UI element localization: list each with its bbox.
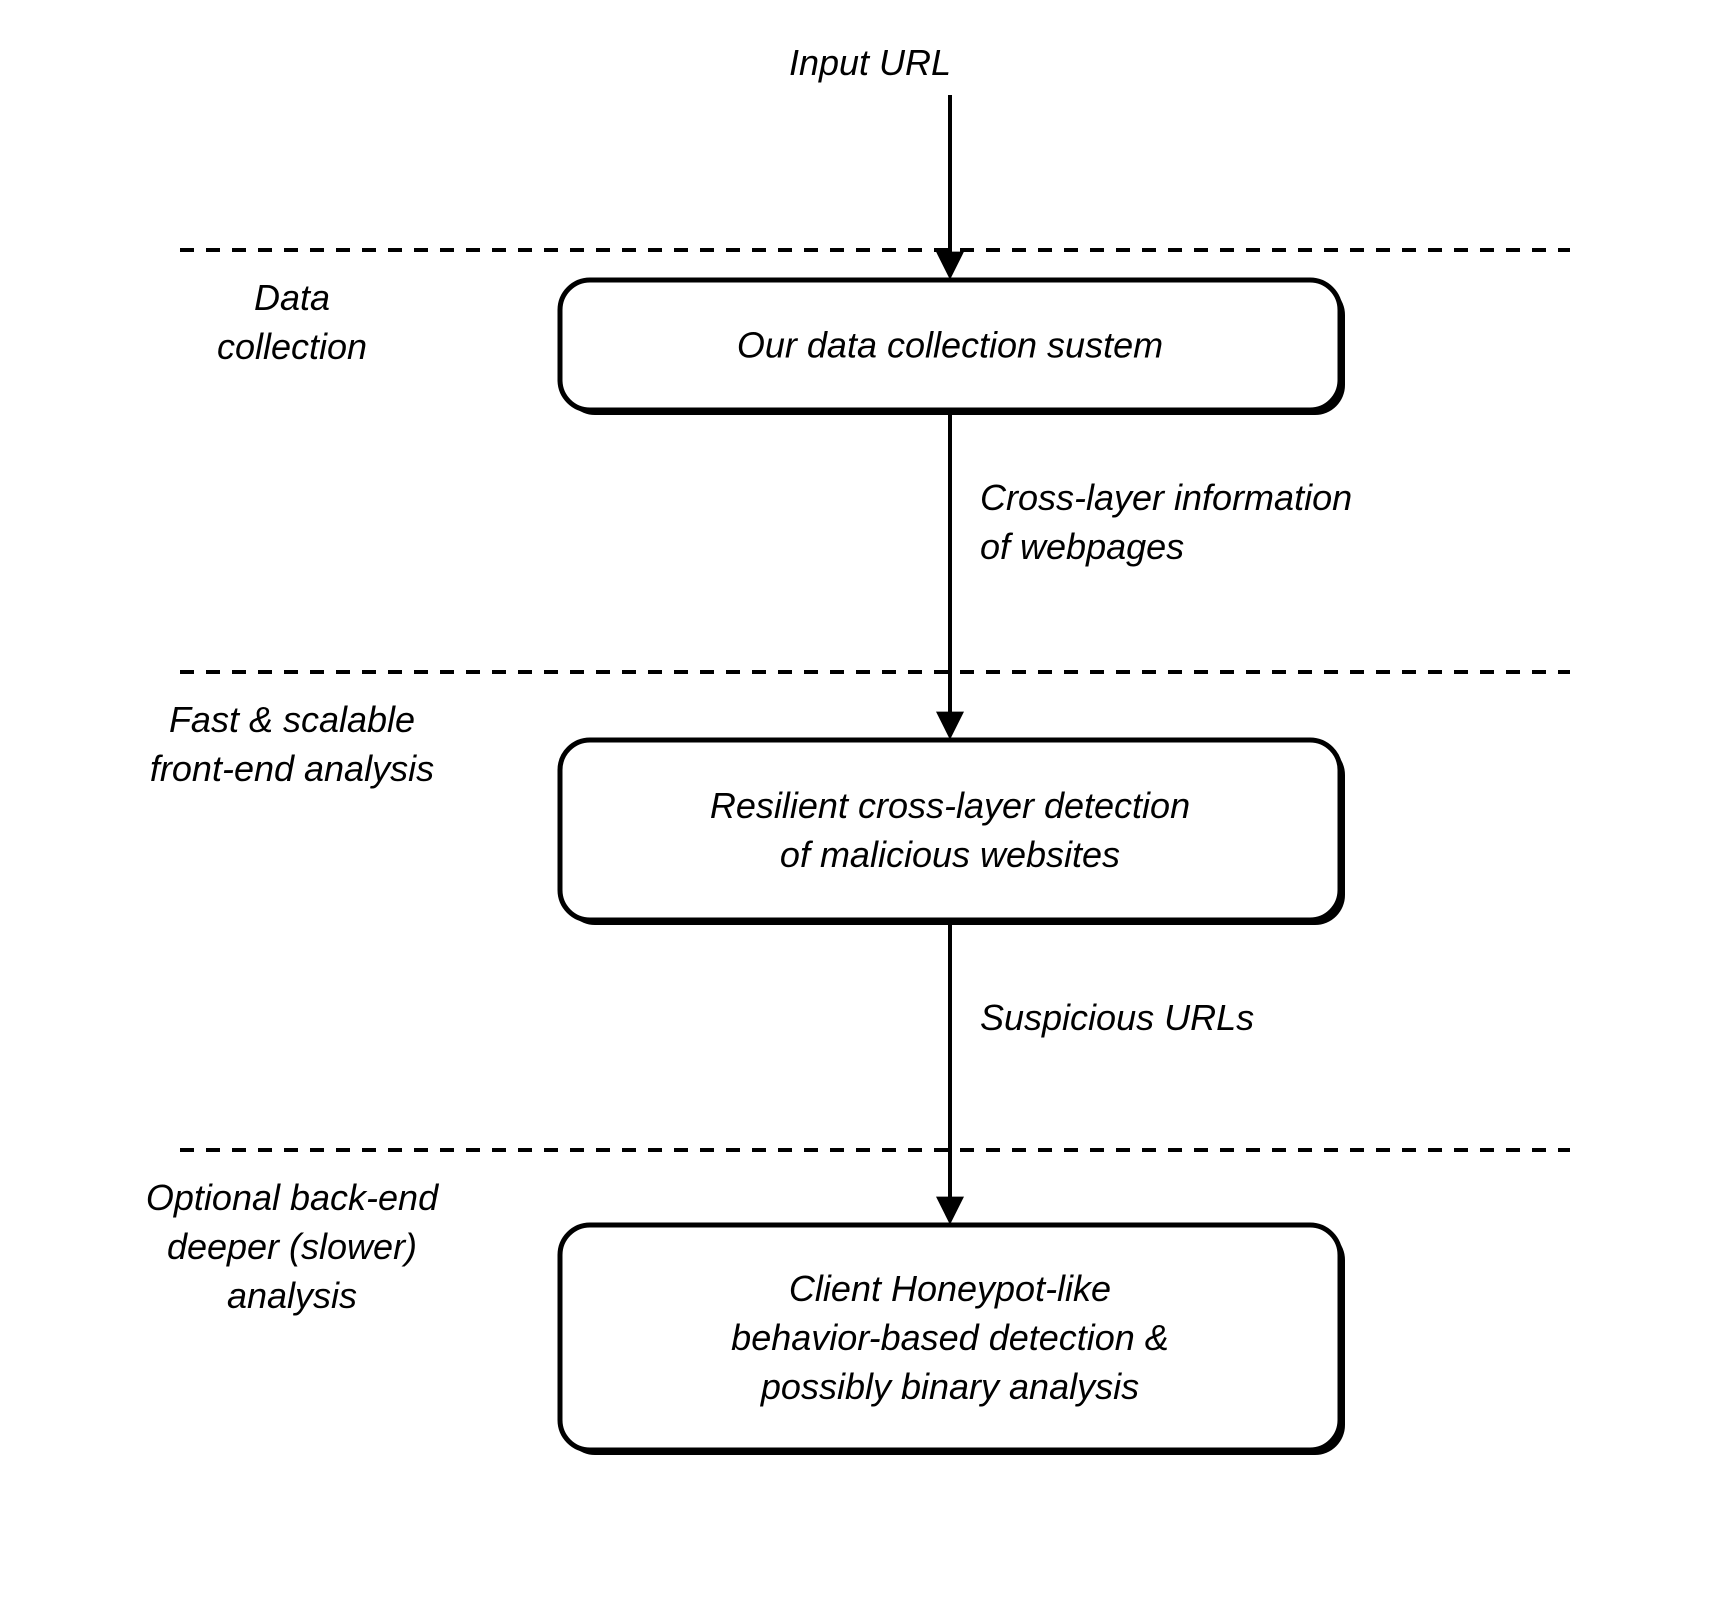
arrow-cross-label: Cross-layer informationof webpages [980, 477, 1352, 567]
section-label-0: Datacollection [217, 277, 367, 367]
input-label: Input URL [789, 42, 951, 83]
data-collection-box-label: Our data collection sustem [737, 325, 1163, 366]
detection-box [560, 740, 1340, 920]
section-label-2: Optional back-enddeeper (slower)analysis [146, 1177, 439, 1316]
section-label-1: Fast & scalablefront-end analysis [150, 699, 434, 789]
arrow-susp-label: Suspicious URLs [980, 997, 1254, 1038]
honeypot-box-label: Client Honeypot-likebehavior-based detec… [731, 1268, 1169, 1407]
